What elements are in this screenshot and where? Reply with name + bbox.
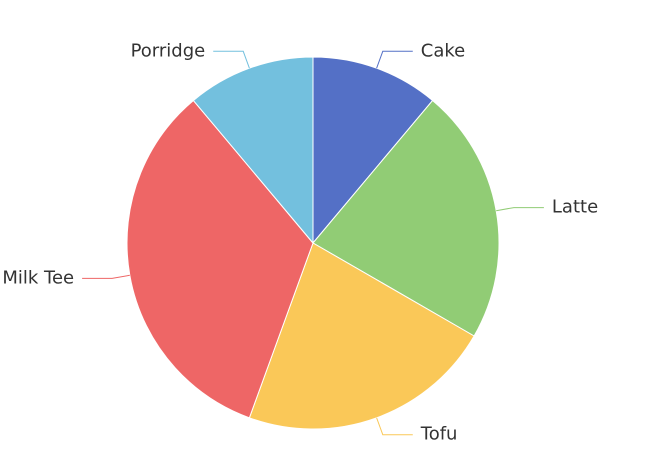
- pie-slice-latte[interactable]: [312, 99, 500, 337]
- slice-label-latte: Latte: [552, 197, 598, 218]
- slice-label-milk-tee: Milk Tee: [2, 267, 74, 288]
- leader-lines: [82, 50, 544, 436]
- slice-label-tofu: Tofu: [420, 424, 458, 445]
- slice-label-cake: Cake: [421, 40, 465, 61]
- leader-line-latte: [496, 207, 544, 212]
- pie-slice-milk-tee[interactable]: [126, 99, 314, 419]
- leader-line-milk-tee: [82, 274, 130, 279]
- leader-line-cake: [376, 50, 413, 69]
- leader-line-tofu: [376, 417, 413, 436]
- leader-line-porridge: [213, 50, 250, 69]
- pie-slice-tofu[interactable]: [248, 242, 475, 430]
- slice-label-porridge: Porridge: [131, 40, 206, 61]
- slice-labels: Cake Latte Tofu Milk Tee Porridge: [2, 40, 598, 444]
- pie-slices: [126, 56, 500, 430]
